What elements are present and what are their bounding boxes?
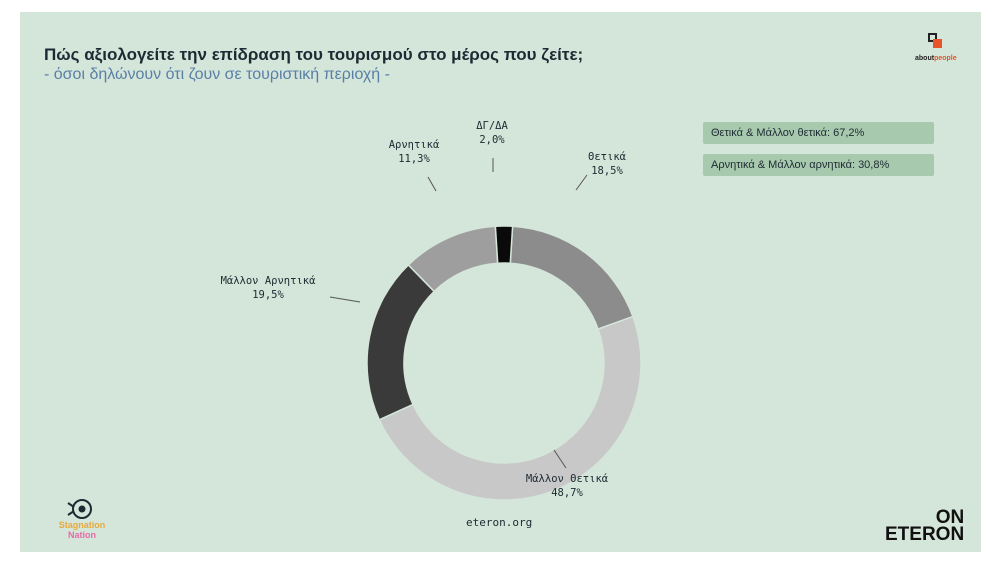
slice-name-label: Μάλλον Θετικά [526,473,609,485]
slice-name-label: Θετικά [588,151,627,163]
logo-eteron-text: ETERON [885,524,965,545]
slice-value-label: 18,5% [591,165,623,177]
leader-line [329,296,361,303]
footer-url: eteron.org [466,516,533,529]
svg-text:Nation: Nation [68,530,96,540]
aboutpeople-logo: aboutpeople [915,31,957,67]
donut-slice [509,225,634,331]
summary-negative: Αρνητικά & Μάλλον αρνητικά: 30,8% [703,154,934,176]
slide-background [20,12,981,552]
svg-text:Stagnation: Stagnation [59,520,106,530]
donut-slice [494,225,514,264]
slice-value-label: 11,3% [398,153,430,165]
slice-value-label: 48,7% [551,487,583,499]
donut-slice [366,263,436,421]
leader-line [427,176,437,192]
slice-value-label: 19,5% [252,289,284,301]
on-eteron-logo: ON ETERON [885,507,965,545]
aboutpeople-logo-text: aboutpeople [915,55,957,62]
logo-square-outline [928,33,937,42]
donut-slice [378,315,642,501]
logo-square-filled [933,39,942,48]
slice-name-label: Αρνητικά [389,139,440,151]
slice-name-label: ΔΓ/ΔΑ [476,120,508,132]
slice-value-label: 2,0% [479,134,505,146]
chart-subtitle: - όσοι δηλώνουν ότι ζουν σε τουριστική π… [44,66,390,83]
chart-title: Πώς αξιολογείτε την επίδραση του τουρισμ… [44,45,584,64]
summary-positive: Θετικά & Μάλλον θετικά: 67,2% [703,122,934,144]
stagnation-nation-logo: Stagnation Nation [59,499,106,540]
eye-icon [72,499,92,519]
slice-name-label: Μάλλον Αρνητικά [221,275,317,287]
leader-line [575,174,588,191]
logo-on-text: ON [935,507,965,528]
leader-line [553,449,567,469]
